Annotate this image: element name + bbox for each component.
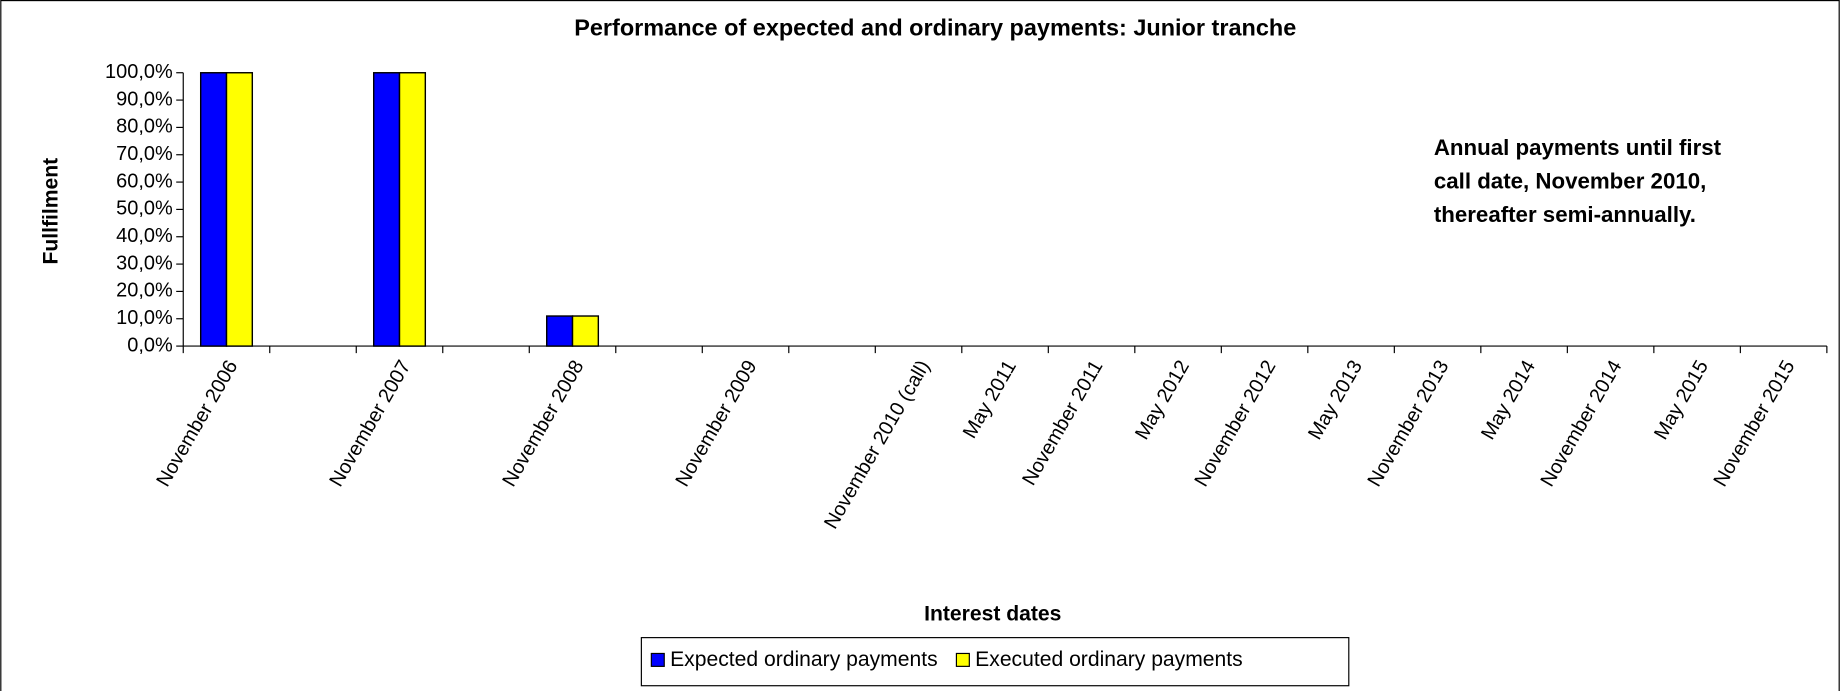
- bar: [546, 315, 574, 347]
- y-tick-label: 10,0%: [116, 307, 173, 329]
- legend-swatch: [650, 652, 665, 667]
- y-tick-label: 50,0%: [116, 198, 173, 220]
- y-tick-label: 40,0%: [116, 225, 173, 247]
- y-tick-label: 0,0%: [127, 334, 173, 356]
- x-axis-title: Interest dates: [924, 602, 1061, 625]
- legend-box: [640, 637, 1350, 687]
- bar: [199, 72, 228, 347]
- legend-label: Expected ordinary payments: [670, 648, 938, 671]
- bar: [372, 72, 401, 347]
- bar: [398, 72, 427, 347]
- bar: [571, 315, 600, 347]
- y-tick-label: 80,0%: [116, 116, 173, 138]
- annotation: call date, November 2010,: [1434, 168, 1706, 193]
- y-tick-label: 20,0%: [116, 280, 173, 302]
- y-tick-label: 90,0%: [116, 88, 173, 110]
- annotation: thereafter semi-annually.: [1434, 202, 1696, 227]
- y-tick-label: 70,0%: [116, 143, 173, 165]
- y-tick-label: 100,0%: [105, 61, 173, 83]
- y-axis-title: Fullfilment: [39, 158, 62, 265]
- chart-title: Performance of expected and ordinary pay…: [574, 15, 1296, 41]
- bar: [225, 72, 254, 347]
- annotation: Annual payments until first: [1434, 135, 1722, 160]
- y-tick-label: 60,0%: [116, 170, 173, 192]
- legend-swatch: [955, 652, 970, 667]
- y-tick-label: 30,0%: [116, 252, 173, 274]
- legend-label: Executed ordinary payments: [975, 648, 1243, 671]
